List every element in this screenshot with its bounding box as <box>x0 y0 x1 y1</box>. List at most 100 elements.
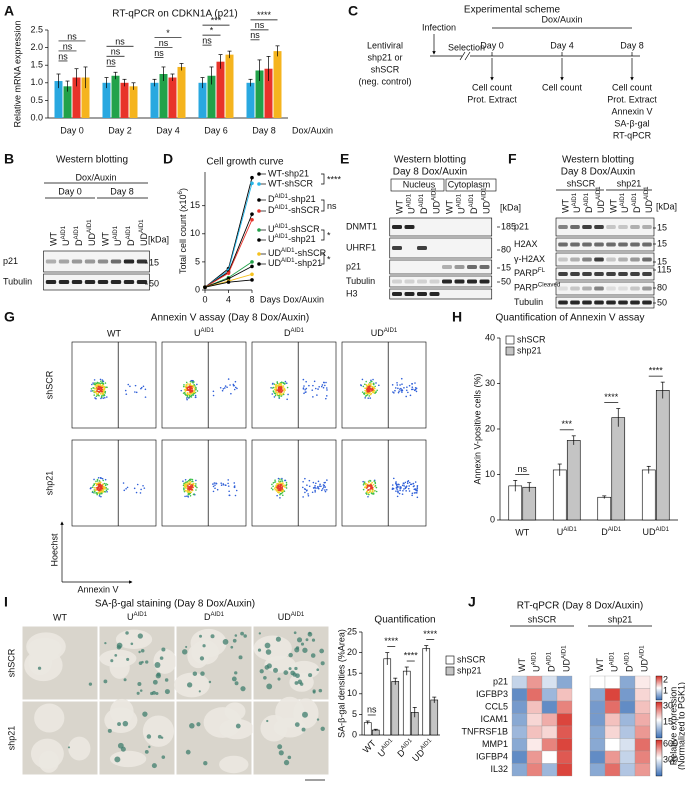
flow-dot <box>371 488 374 490</box>
flow-dot <box>144 388 147 391</box>
flow-dot <box>312 481 315 484</box>
flow-dot <box>183 384 185 386</box>
flow-dot <box>223 387 226 389</box>
stain-spot <box>312 690 316 694</box>
heat-cell <box>589 725 606 739</box>
flow-dot <box>306 484 308 486</box>
heat-cell <box>511 713 528 727</box>
lane-label-part: U <box>113 240 123 247</box>
stain-spot <box>266 719 269 723</box>
lane-label: WT <box>48 232 58 246</box>
blot-frame <box>389 237 493 259</box>
band <box>136 280 148 284</box>
flow-dot <box>396 495 399 498</box>
flow-dot <box>396 384 399 386</box>
lane-label-part: UD <box>87 233 97 246</box>
x-tick-label: UAID1 <box>557 526 578 537</box>
flow-dot <box>409 483 412 486</box>
legend-label: UAID1-shSCR <box>268 223 320 234</box>
y-tick-label: 15 <box>347 668 357 678</box>
flow-dot <box>413 485 415 487</box>
flow-dot <box>363 383 366 386</box>
kda-header: [kDa] <box>500 202 521 212</box>
flow-dot <box>226 386 228 389</box>
column-label: UDAID1 <box>639 645 650 672</box>
bar <box>168 77 177 118</box>
y-tick-label: 40 <box>485 332 495 342</box>
flow-dot <box>284 389 286 392</box>
flow-dot <box>270 386 272 389</box>
flow-dot <box>227 378 230 380</box>
flow-dot <box>370 385 373 388</box>
flow-dot <box>398 390 400 393</box>
legend-label: UDAID1-shSCR <box>268 247 327 258</box>
flow-dot <box>284 479 286 482</box>
cell-colony <box>109 750 147 768</box>
stain-spot <box>182 649 188 655</box>
flow-dot <box>279 382 282 385</box>
stain-spot <box>222 639 229 645</box>
cell-colony <box>219 755 249 774</box>
flow-dot <box>188 490 191 493</box>
flow-dot <box>191 484 194 486</box>
stain-spot <box>122 720 129 727</box>
flow-dot <box>196 486 198 489</box>
blot-row-label: H2AX <box>514 239 538 249</box>
flow-dot <box>144 396 147 398</box>
heat-cell <box>604 750 621 764</box>
flow-dot <box>271 488 274 491</box>
heat-cell <box>541 713 558 727</box>
y-tick-label: 10 <box>347 688 357 698</box>
bar <box>422 648 431 736</box>
flow-dot <box>187 397 190 399</box>
group-label: shp21 <box>617 178 642 188</box>
flow-dot <box>368 491 371 494</box>
flow-dot <box>281 487 283 490</box>
blot-row-label: PARPFL <box>514 267 546 278</box>
flow-dot <box>407 391 409 394</box>
flow-dot <box>410 388 413 391</box>
flow-dot <box>307 493 309 495</box>
flow-dot <box>139 492 142 494</box>
flow-dot <box>189 386 191 389</box>
chart-title: Quantification of Annexin V assay <box>496 313 645 324</box>
flow-dot <box>187 386 190 389</box>
flow-dot <box>99 484 101 487</box>
flow-dot <box>127 383 130 386</box>
heat-cell <box>541 725 558 739</box>
sig-label: *** <box>211 15 222 25</box>
band <box>58 280 70 284</box>
flow-dot <box>311 491 314 494</box>
column-label-part: U <box>532 666 542 673</box>
flow-dot <box>411 494 413 497</box>
flow-dot <box>214 487 216 490</box>
bar <box>216 61 225 118</box>
lane-label-part: U <box>457 208 467 215</box>
flow-dot <box>186 485 189 487</box>
legend-label: shSCR <box>457 654 486 664</box>
flow-dot <box>370 392 373 395</box>
flow-dot <box>103 388 106 390</box>
band <box>630 257 640 262</box>
flow-dot <box>283 391 286 393</box>
band <box>618 225 628 229</box>
flow-dot <box>186 397 188 399</box>
blot-row-label: p21 <box>346 261 361 271</box>
flow-dot <box>412 482 415 485</box>
heat-cell <box>634 688 651 702</box>
flow-dot <box>308 384 310 387</box>
heat-cell <box>619 763 636 777</box>
band <box>71 280 83 284</box>
flow-dot <box>392 391 394 393</box>
stain-spot <box>240 631 245 636</box>
column-label: WT <box>517 658 527 672</box>
kda-label: 185 <box>501 221 516 231</box>
sig-label: **** <box>384 636 399 646</box>
stain-spot <box>295 673 300 679</box>
flow-dot <box>282 381 285 384</box>
lane-label: DAID1 <box>73 225 84 246</box>
blot-frame <box>555 296 655 309</box>
blot-row-label: Tubulin <box>514 297 543 307</box>
flow-dot <box>399 489 401 492</box>
stain-spot <box>231 676 237 682</box>
